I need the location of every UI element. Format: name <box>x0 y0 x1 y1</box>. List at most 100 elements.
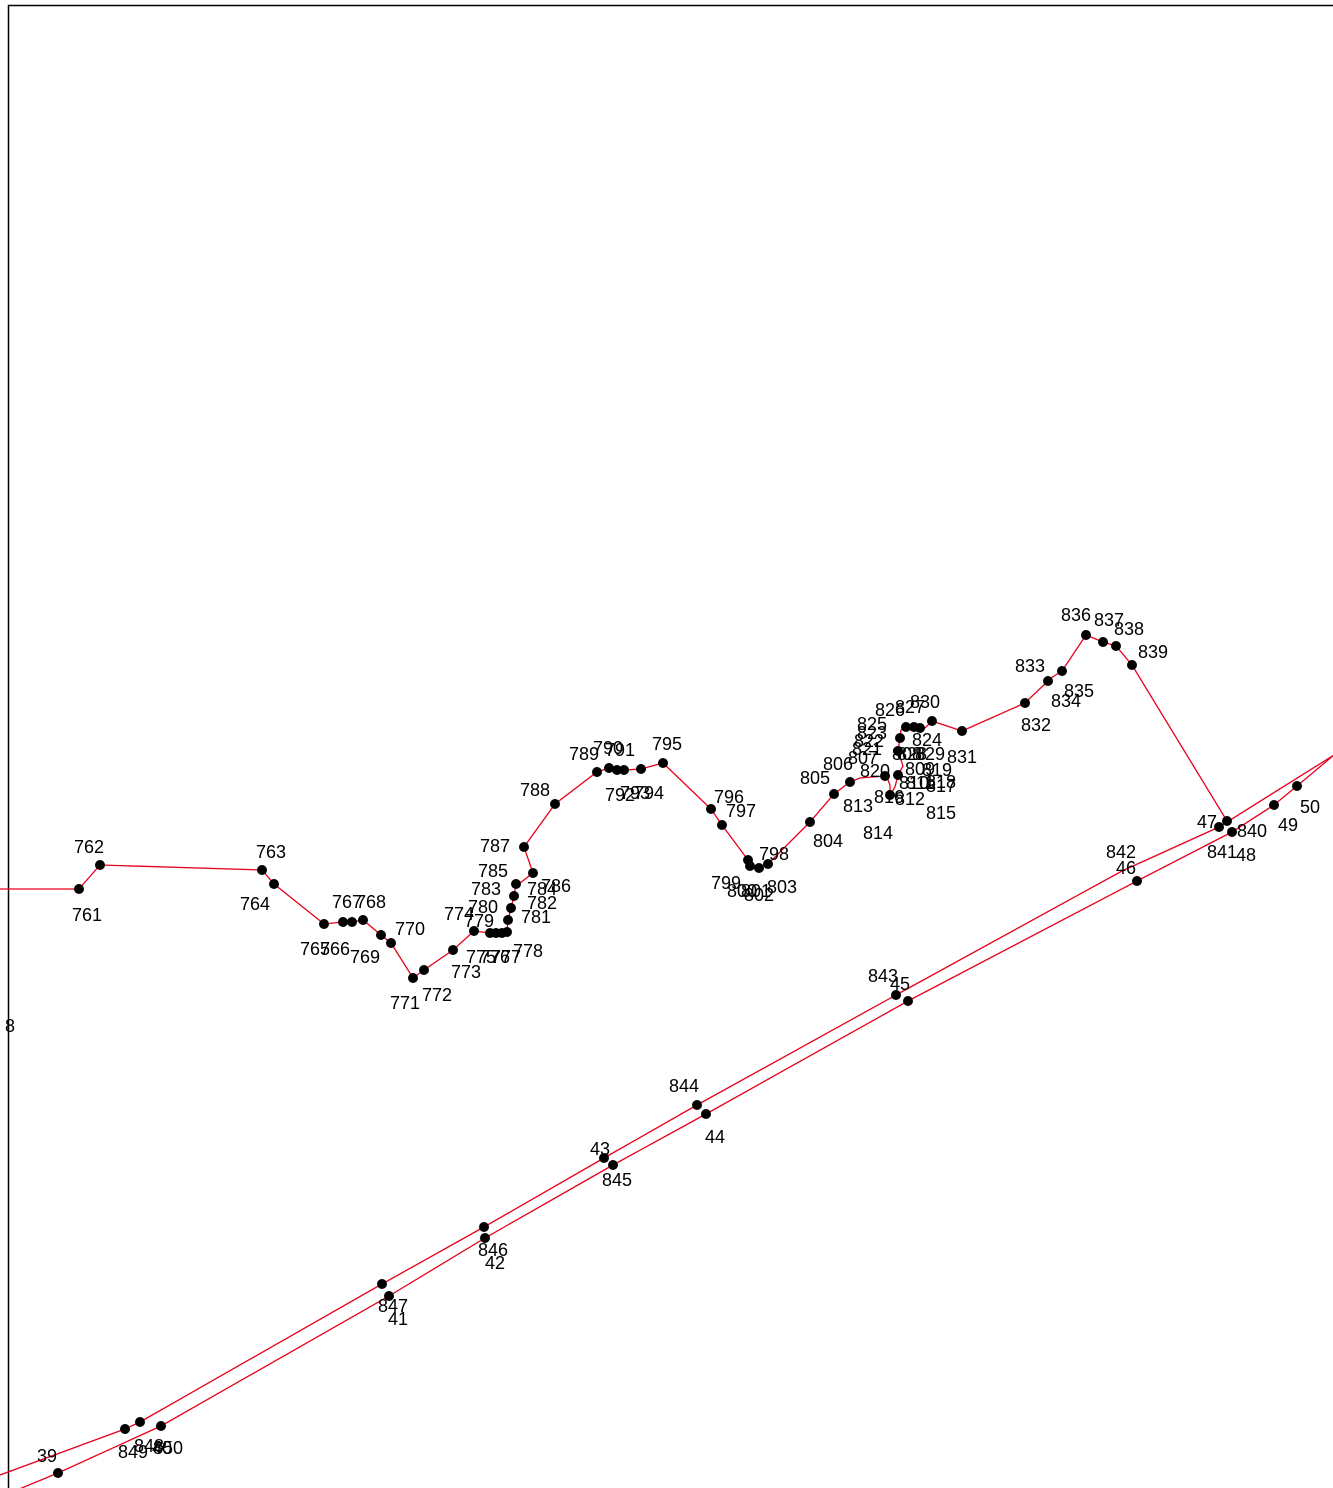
label-766: 766 <box>320 939 350 959</box>
label-825: 825 <box>857 714 887 734</box>
label-827: 827 <box>895 697 925 717</box>
label-789: 789 <box>569 744 599 764</box>
label-778: 778 <box>513 941 543 961</box>
label-799: 799 <box>711 873 741 893</box>
canvas-border <box>7 4 1333 1488</box>
label-834: 834 <box>1051 691 1081 711</box>
label-832: 832 <box>1021 715 1051 735</box>
label-777: 777 <box>491 947 521 967</box>
label-849: 849 <box>118 1442 148 1462</box>
label-833: 833 <box>1015 656 1045 676</box>
label-842: 842 <box>1106 842 1136 862</box>
label-802: 802 <box>744 885 774 905</box>
label-795: 795 <box>652 734 682 754</box>
label-48: 48 <box>1236 845 1256 865</box>
label-46: 46 <box>1116 858 1136 878</box>
survey-points <box>53 630 1302 1478</box>
label-798: 798 <box>759 844 789 864</box>
label-805: 805 <box>800 768 830 788</box>
label-769: 769 <box>350 947 380 967</box>
label-809: 809 <box>905 759 935 779</box>
label-843: 843 <box>868 966 898 986</box>
label-844: 844 <box>669 1076 699 1096</box>
label-773: 773 <box>451 962 481 982</box>
label-42: 42 <box>485 1253 505 1273</box>
upper-traverse-line <box>0 634 1228 979</box>
label-44: 44 <box>705 1127 725 1147</box>
label-831: 831 <box>947 747 977 767</box>
label-774: 774 <box>444 904 474 924</box>
label-772: 772 <box>422 985 452 1005</box>
label-761: 761 <box>72 905 102 925</box>
label-826: 826 <box>875 700 905 720</box>
label-793: 793 <box>620 783 650 803</box>
label-807: 807 <box>848 748 878 768</box>
label-813: 813 <box>843 796 873 816</box>
label-818: 818 <box>926 772 956 792</box>
label-808: 808 <box>892 744 922 764</box>
label-803: 803 <box>767 877 797 897</box>
label-815: 815 <box>926 803 956 823</box>
label-767: 767 <box>332 892 362 912</box>
label-779: 779 <box>464 911 494 931</box>
label-836: 836 <box>1061 605 1091 625</box>
label-768: 768 <box>356 892 386 912</box>
label-828: 828 <box>897 744 927 764</box>
label-776: 776 <box>480 947 510 967</box>
point-labels: 761 762 763 764 765 766 767 768 769 770 … <box>5 605 1320 1466</box>
label-837: 837 <box>1094 610 1124 630</box>
label-839: 839 <box>1138 642 1168 662</box>
label-47: 47 <box>1197 812 1217 832</box>
label-765: 765 <box>300 939 330 959</box>
label-829: 829 <box>915 744 945 764</box>
label-830: 830 <box>910 692 940 712</box>
label-838: 838 <box>1114 619 1144 639</box>
label-790: 790 <box>593 738 623 758</box>
label-822: 822 <box>854 731 884 751</box>
label-800: 800 <box>727 881 757 901</box>
label-49: 49 <box>1278 815 1298 835</box>
label-783: 783 <box>471 879 501 899</box>
label-845: 845 <box>602 1170 632 1190</box>
label-817: 817 <box>926 776 956 796</box>
label-762: 762 <box>74 837 104 857</box>
label-771: 771 <box>390 993 420 1013</box>
label-850: 850 <box>153 1438 183 1458</box>
label-840: 840 <box>1237 821 1267 841</box>
label-821: 821 <box>852 739 882 759</box>
label-848: 848 <box>134 1436 164 1456</box>
label-50: 50 <box>1300 797 1320 817</box>
label-785: 785 <box>478 861 508 881</box>
label-41: 41 <box>388 1309 408 1329</box>
label-824: 824 <box>912 730 942 750</box>
label-812: 812 <box>895 789 925 809</box>
label-794: 794 <box>634 783 664 803</box>
label-763: 763 <box>256 842 286 862</box>
label-39: 39 <box>37 1446 57 1466</box>
label-810: 810 <box>899 773 929 793</box>
label-791: 791 <box>605 740 635 760</box>
label-796: 796 <box>714 787 744 807</box>
label-770: 770 <box>395 919 425 939</box>
label-edge-left: 8 <box>5 1016 15 1036</box>
label-820: 820 <box>860 761 890 781</box>
label-846: 846 <box>478 1240 508 1260</box>
label-780: 780 <box>468 897 498 917</box>
label-786: 786 <box>541 876 571 896</box>
label-801: 801 <box>741 881 771 901</box>
label-40: 40 <box>152 1438 172 1458</box>
label-781: 781 <box>521 907 551 927</box>
label-775: 775 <box>466 947 496 967</box>
label-819: 819 <box>922 760 952 780</box>
label-787: 787 <box>480 836 510 856</box>
label-792: 792 <box>605 785 635 805</box>
label-811: 811 <box>906 773 935 793</box>
label-784: 784 <box>527 879 557 899</box>
label-823: 823 <box>857 723 887 743</box>
label-764: 764 <box>240 894 270 914</box>
label-797: 797 <box>726 801 756 821</box>
label-847: 847 <box>378 1296 408 1316</box>
label-835: 835 <box>1064 681 1094 701</box>
